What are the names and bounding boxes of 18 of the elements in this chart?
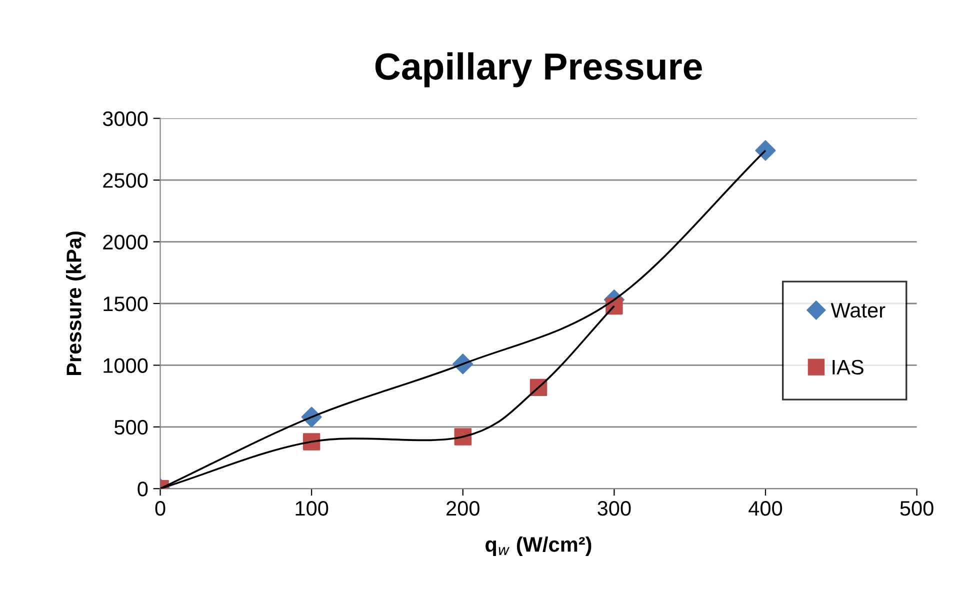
x-tick-label: 0 <box>155 500 166 516</box>
y-tick-label: 2000 <box>103 234 148 250</box>
x-tick-label: 500 <box>900 500 934 516</box>
x-tick-label: 100 <box>296 500 328 516</box>
y-axis-title: Pressure (kPa) <box>66 232 86 376</box>
y-tick-label: 2500 <box>103 173 148 188</box>
y-tick-label: 0 <box>138 482 148 496</box>
y-tick-label: 3000 <box>102 111 148 126</box>
y-tick-label: 1000 <box>104 358 148 373</box>
x-tick-label: 200 <box>446 500 480 516</box>
chart-title: Capillary Pressure <box>375 52 702 88</box>
y-tick-label: 500 <box>114 420 148 435</box>
x-tick-label: 300 <box>598 500 631 516</box>
legend-label: Water <box>830 303 886 318</box>
y-tick-label: 1500 <box>104 296 148 312</box>
x-tick-label: 400 <box>748 500 782 516</box>
x-axis-title: q$_{w}$ (W/cm²) <box>486 536 592 556</box>
legend-label: IAS <box>832 360 864 375</box>
